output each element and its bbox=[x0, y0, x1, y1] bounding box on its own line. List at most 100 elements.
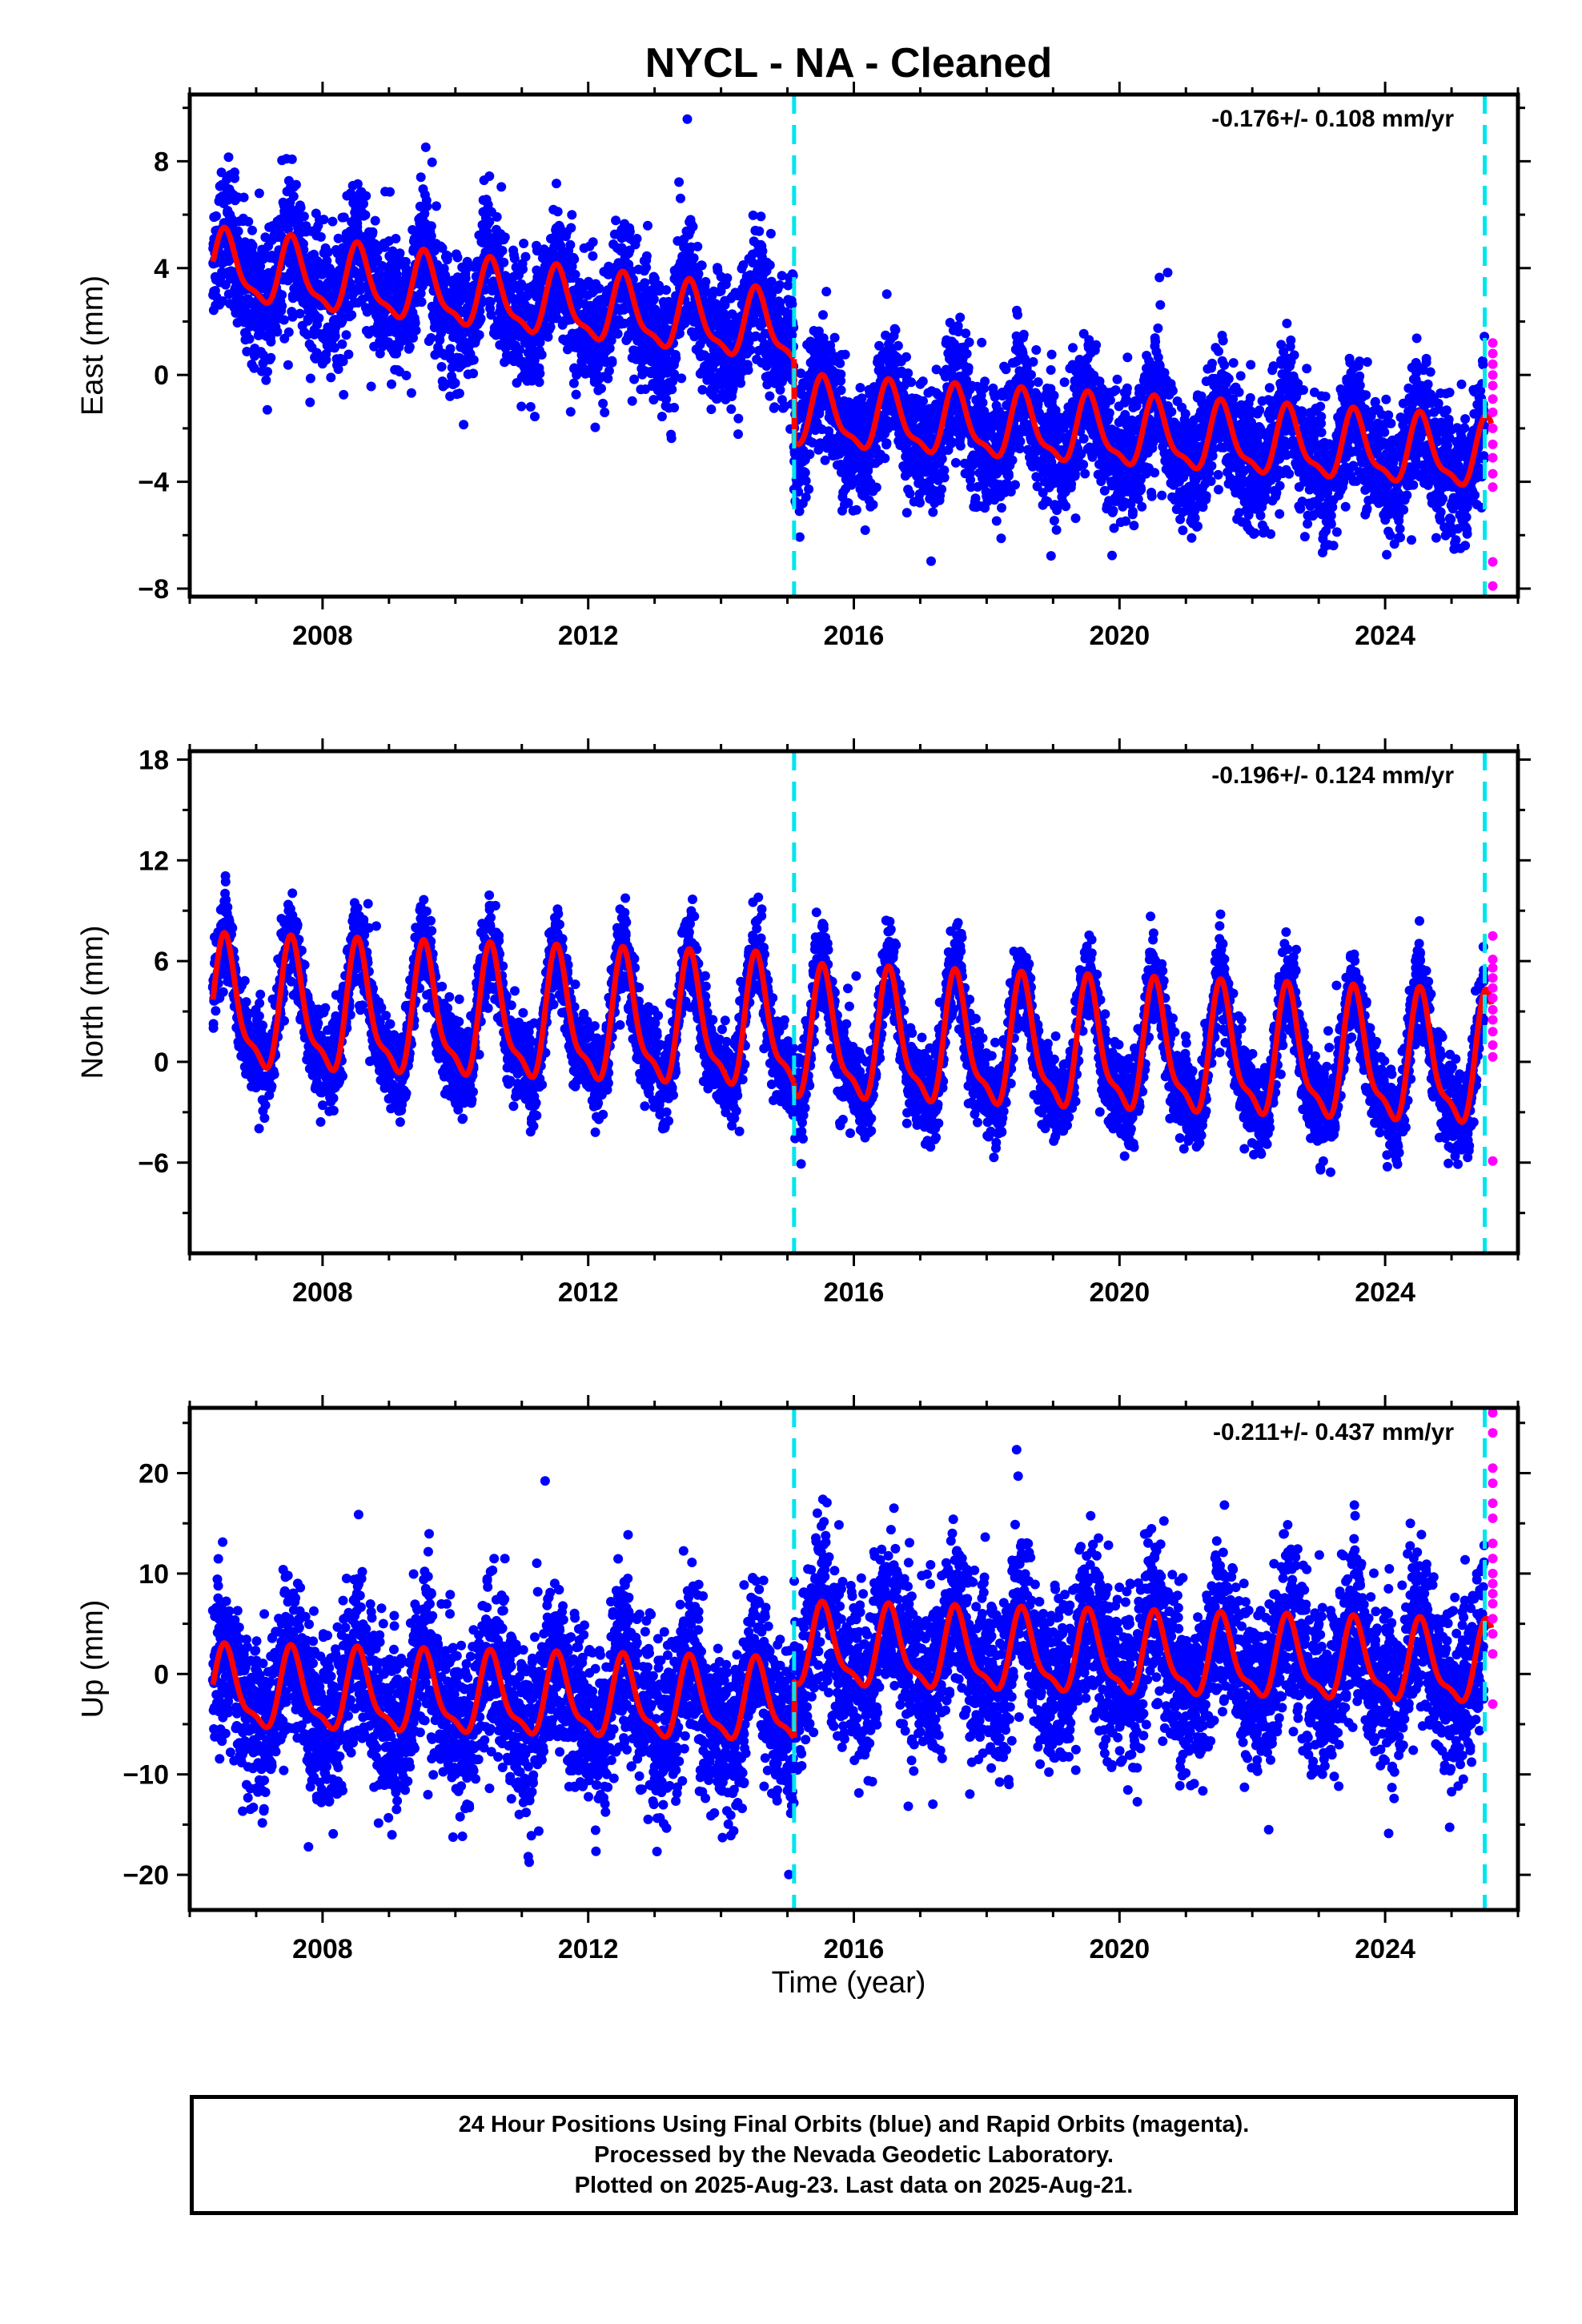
final-orbit-point bbox=[391, 269, 402, 279]
final-orbit-point bbox=[632, 234, 642, 243]
final-orbit-point bbox=[818, 310, 828, 320]
final-orbit-point bbox=[997, 503, 1006, 513]
final-orbit-point bbox=[669, 403, 680, 412]
final-orbit-point bbox=[1049, 390, 1059, 400]
final-orbit-point bbox=[836, 369, 846, 380]
final-orbit-point bbox=[518, 264, 528, 275]
final-orbit-point bbox=[305, 373, 315, 384]
final-orbit-point bbox=[917, 376, 928, 387]
final-orbit-point bbox=[400, 256, 411, 267]
final-orbit-point bbox=[385, 187, 395, 197]
final-orbit-point bbox=[775, 384, 785, 395]
final-orbit-point bbox=[1015, 436, 1026, 447]
final-orbit-point bbox=[736, 378, 746, 388]
final-orbit-point bbox=[520, 251, 531, 262]
final-orbit-point bbox=[754, 226, 765, 236]
final-orbit-point bbox=[1070, 513, 1081, 524]
final-orbit-point bbox=[530, 412, 540, 422]
final-orbit-point bbox=[918, 396, 928, 406]
final-orbit-point bbox=[674, 177, 685, 187]
final-orbit-point bbox=[903, 368, 913, 378]
final-orbit-point bbox=[1025, 379, 1035, 389]
final-orbit-point bbox=[427, 157, 437, 167]
final-orbit-point bbox=[283, 327, 294, 337]
final-orbit-point bbox=[295, 203, 306, 213]
final-orbit-point bbox=[454, 388, 464, 399]
final-orbit-point bbox=[667, 384, 677, 395]
final-orbit-point bbox=[569, 254, 580, 264]
final-orbit-point bbox=[611, 215, 621, 226]
final-orbit-point bbox=[596, 384, 606, 394]
final-orbit-point bbox=[277, 290, 287, 300]
final-orbit-point bbox=[1033, 377, 1043, 388]
final-orbit-point bbox=[239, 192, 249, 203]
final-orbit-point bbox=[991, 516, 1002, 526]
final-orbit-point bbox=[337, 339, 347, 349]
final-orbit-point bbox=[333, 364, 343, 374]
final-orbit-point bbox=[295, 308, 305, 319]
final-orbit-point bbox=[893, 340, 903, 351]
final-orbit-point bbox=[242, 347, 252, 356]
final-orbit-point bbox=[445, 344, 456, 354]
final-orbit-point bbox=[266, 336, 276, 347]
final-orbit-point bbox=[291, 179, 301, 190]
final-orbit-point bbox=[352, 179, 363, 189]
final-orbit-point bbox=[588, 251, 598, 261]
final-orbit-point bbox=[263, 367, 272, 377]
final-orbit-point bbox=[401, 370, 412, 380]
final-orbit-point bbox=[545, 322, 556, 332]
chart-title: NYCL - NA - Cleaned bbox=[645, 40, 1053, 86]
final-orbit-point bbox=[570, 269, 580, 279]
final-orbit-point bbox=[516, 401, 527, 412]
final-orbit-point bbox=[693, 268, 704, 279]
final-orbit-point bbox=[835, 358, 845, 368]
final-orbit-point bbox=[855, 383, 865, 393]
final-orbit-point bbox=[1091, 340, 1102, 350]
final-orbit-point bbox=[697, 260, 707, 271]
final-orbit-point bbox=[406, 388, 416, 398]
final-orbit-point bbox=[1046, 365, 1056, 375]
final-orbit-point bbox=[955, 440, 966, 451]
final-orbit-point bbox=[1046, 349, 1057, 360]
final-orbit-point bbox=[459, 420, 469, 430]
final-orbit-point bbox=[643, 220, 652, 231]
final-orbit-point bbox=[337, 316, 347, 326]
final-orbit-point bbox=[262, 404, 272, 415]
final-orbit-point bbox=[223, 152, 234, 163]
final-orbit-point bbox=[567, 210, 577, 220]
final-orbit-point bbox=[733, 413, 744, 424]
final-orbit-point bbox=[836, 385, 846, 396]
final-orbit-point bbox=[519, 239, 529, 248]
final-orbit-point bbox=[829, 332, 840, 343]
final-orbit-point bbox=[279, 315, 289, 325]
final-orbit-point bbox=[338, 356, 348, 367]
final-orbit-point bbox=[442, 251, 452, 261]
final-orbit-point bbox=[604, 344, 615, 353]
final-orbit-point bbox=[689, 253, 699, 263]
final-orbit-point bbox=[372, 254, 383, 264]
final-orbit-point bbox=[319, 215, 329, 225]
final-orbit-point bbox=[243, 216, 254, 227]
final-orbit-point bbox=[964, 337, 974, 348]
final-orbit-point bbox=[926, 556, 936, 566]
final-orbit-point bbox=[327, 216, 338, 227]
final-orbit-point bbox=[1026, 370, 1036, 380]
final-orbit-point bbox=[607, 357, 617, 368]
final-orbit-point bbox=[496, 182, 507, 192]
final-orbit-point bbox=[598, 398, 608, 408]
final-orbit-point bbox=[361, 191, 371, 201]
final-orbit-point bbox=[536, 350, 547, 360]
final-orbit-point bbox=[677, 373, 687, 384]
final-orbit-point bbox=[287, 312, 298, 322]
final-orbit-point bbox=[977, 337, 987, 348]
final-orbit-point bbox=[422, 201, 432, 211]
final-orbit-point bbox=[347, 310, 357, 320]
final-orbit-point bbox=[341, 330, 351, 340]
final-orbit-point bbox=[359, 199, 368, 209]
final-orbit-point bbox=[432, 201, 441, 211]
final-orbit-point bbox=[366, 381, 376, 392]
final-orbit-point bbox=[1049, 516, 1059, 526]
final-orbit-point bbox=[594, 283, 604, 294]
final-orbit-point bbox=[330, 331, 340, 341]
final-orbit-point bbox=[661, 394, 672, 404]
